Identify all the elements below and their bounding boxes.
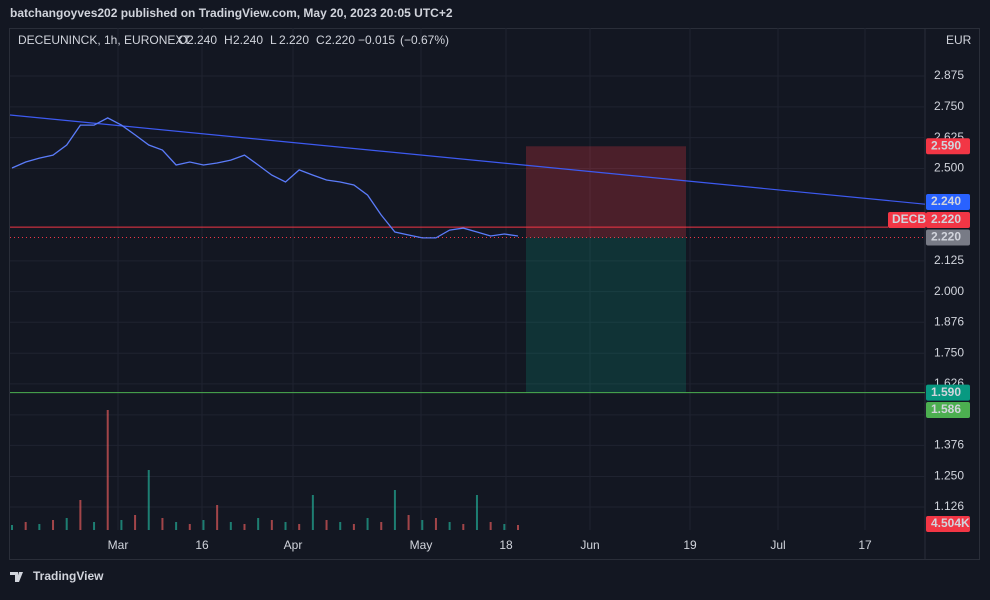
volume-bar [243, 524, 246, 530]
legend-value: 2.240 [233, 33, 263, 47]
legend-key: L [270, 33, 277, 47]
volume-bar [24, 522, 27, 530]
chart-panel [9, 28, 980, 560]
volume-bar [475, 495, 478, 530]
volume-bar [79, 500, 82, 530]
trendline [9, 114, 926, 205]
volume-bar [311, 495, 314, 530]
volume-bar [202, 520, 205, 530]
x-tick-label: Apr [284, 538, 303, 552]
volume-bar [421, 520, 424, 530]
price-badge [926, 229, 970, 246]
badge-label: 2.590 [931, 138, 961, 152]
volume-bar [462, 524, 465, 530]
volume-bar [175, 522, 178, 530]
volume-bar [380, 522, 383, 530]
badge-label: 1.590 [931, 385, 961, 399]
y-tick-label: 1.876 [934, 314, 964, 328]
x-tick-label: Mar [108, 538, 129, 552]
price-badge [926, 138, 970, 155]
y-tick-label: 2.500 [934, 161, 964, 175]
volume-bar [434, 518, 437, 530]
legend-value: 2.240 [187, 33, 217, 47]
y-tick-label: 1.376 [934, 438, 964, 452]
volume-bar [298, 524, 301, 530]
volume-bar [52, 520, 55, 530]
price-badge [926, 212, 970, 228]
legend-value: 2.220 [279, 33, 309, 47]
y-tick-label: 2.125 [934, 253, 964, 267]
x-tick-label: 17 [858, 538, 872, 552]
price-badge [926, 384, 970, 401]
price-badge [926, 402, 970, 418]
footer-logo [10, 572, 23, 582]
volume-bar [366, 518, 369, 530]
x-tick-label: May [410, 538, 433, 552]
volume-bar [134, 515, 137, 530]
x-tick-label: Jun [580, 538, 599, 552]
header: batchangoyves202 published on TradingVie… [10, 6, 453, 20]
volume-bar [38, 524, 41, 530]
stop-zone [526, 146, 686, 238]
volume-bar [503, 524, 506, 530]
volume-bar [216, 505, 219, 530]
volume-bar [106, 410, 109, 530]
legend-change-pct: (−0.67%) [400, 33, 449, 47]
volume-bar [120, 520, 123, 530]
volume-bar [407, 515, 410, 530]
target-zone [526, 237, 686, 393]
footer-text: TradingView [33, 569, 104, 583]
volume-bar [11, 525, 13, 530]
logo-icon [10, 572, 23, 582]
legend-value: 2.220 [325, 33, 355, 47]
legend-change: −0.015 [358, 33, 395, 47]
price-series [11, 117, 519, 239]
legend-key: O [178, 33, 187, 47]
volume-bar [517, 525, 519, 530]
volume-bar [489, 522, 492, 530]
y-tick-label: 2.750 [934, 99, 964, 113]
volume-bar [325, 520, 328, 530]
volume-bar [270, 520, 273, 530]
legend-symbol: DECEUNINCK, 1h, EURONEXT [18, 33, 191, 47]
volume-bar [257, 518, 260, 530]
volume-bar [448, 522, 451, 530]
volume-bar [65, 518, 68, 530]
volume-bar [393, 490, 396, 530]
y-tick-label: 1.750 [934, 345, 964, 359]
volume-bar [229, 522, 232, 530]
y-tick-label: 1.126 [934, 499, 964, 513]
legend-key: H [224, 33, 233, 47]
price-badge [926, 194, 970, 210]
badge-label: 2.220 [931, 230, 961, 244]
x-tick-label: Jul [770, 538, 785, 552]
volume-bar [147, 470, 150, 530]
volume-bar [93, 522, 96, 530]
volume-bar [188, 524, 191, 530]
y-tick-label: 2.000 [934, 284, 964, 298]
volume-bar [161, 518, 164, 530]
volume-bar [284, 522, 287, 530]
badge-label: 1.586 [931, 402, 961, 416]
badge-tag: DECB [892, 212, 926, 226]
x-tick-label: 18 [499, 538, 513, 552]
x-tick-label: 19 [683, 538, 697, 552]
badge-tag-bg [888, 212, 926, 228]
badge-label: 4.504K [931, 516, 970, 530]
volume-bar [352, 524, 355, 530]
legend-key: C [316, 33, 325, 47]
y-tick-label: 2.875 [934, 68, 964, 82]
x-tick-label: 16 [195, 538, 209, 552]
currency: EUR [946, 33, 972, 47]
badge-label: 2.220 [931, 212, 961, 226]
y-tick-label: 1.250 [934, 469, 964, 483]
volume-bar [339, 522, 342, 530]
price-badge [926, 516, 970, 532]
badge-label: 2.240 [931, 194, 961, 208]
